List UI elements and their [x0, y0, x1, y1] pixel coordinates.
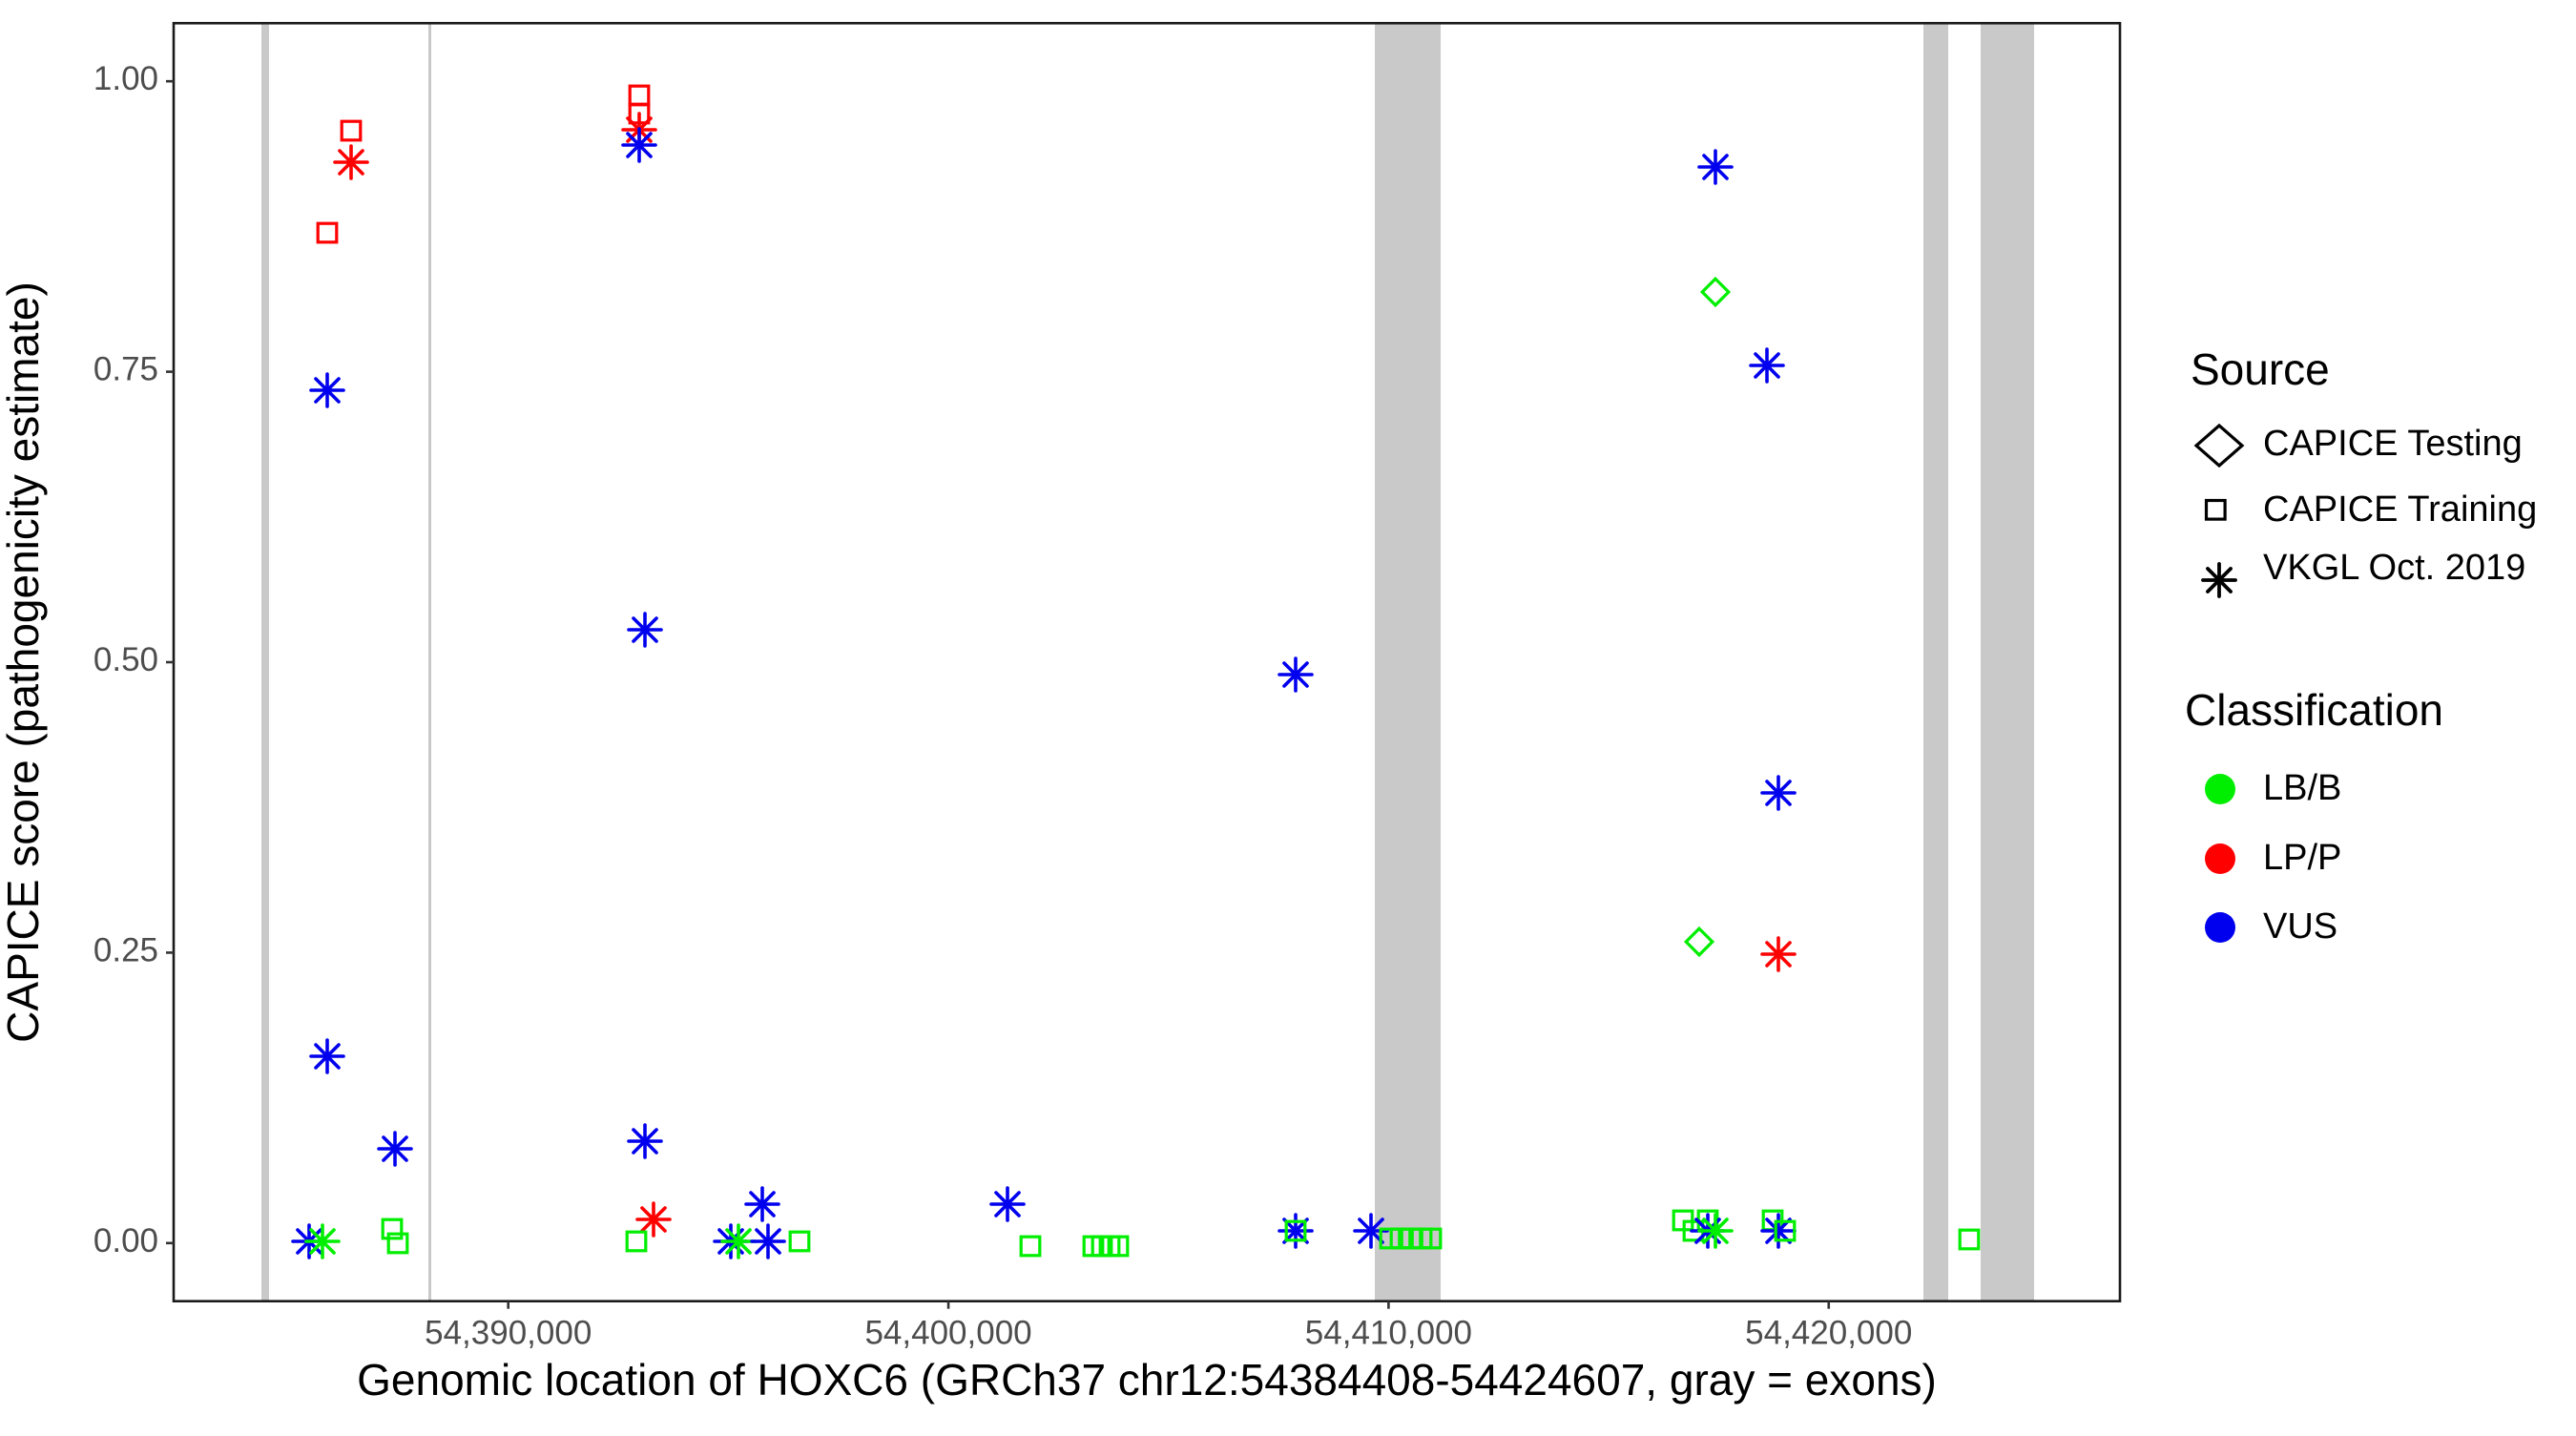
svg-text:CAPICE Testing: CAPICE Testing [2263, 424, 2523, 464]
svg-text:Classification: Classification [2185, 685, 2443, 735]
svg-text:VUS: VUS [2263, 906, 2337, 947]
svg-text:CAPICE Training: CAPICE Training [2263, 489, 2537, 530]
svg-text:54,420,000: 54,420,000 [1745, 1315, 1912, 1352]
svg-text:0.25: 0.25 [93, 931, 158, 968]
svg-text:Source: Source [2191, 344, 2330, 394]
svg-text:0.75: 0.75 [93, 351, 158, 388]
svg-text:1.00: 1.00 [93, 60, 158, 97]
svg-text:54,390,000: 54,390,000 [425, 1315, 592, 1352]
svg-text:CAPICE score (pathogenicity es: CAPICE score (pathogenicity estimate) [0, 281, 48, 1043]
svg-text:54,410,000: 54,410,000 [1305, 1315, 1472, 1352]
svg-text:Genomic location of HOXC6 (GRC: Genomic location of HOXC6 (GRCh37 chr12:… [357, 1355, 1937, 1405]
svg-text:VKGL Oct. 2019: VKGL Oct. 2019 [2263, 548, 2525, 588]
svg-text:LP/P: LP/P [2263, 838, 2341, 878]
svg-text:54,400,000: 54,400,000 [864, 1315, 1031, 1352]
svg-text:LB/B: LB/B [2263, 768, 2341, 808]
svg-text:0.50: 0.50 [93, 641, 158, 678]
svg-text:0.00: 0.00 [93, 1222, 158, 1259]
